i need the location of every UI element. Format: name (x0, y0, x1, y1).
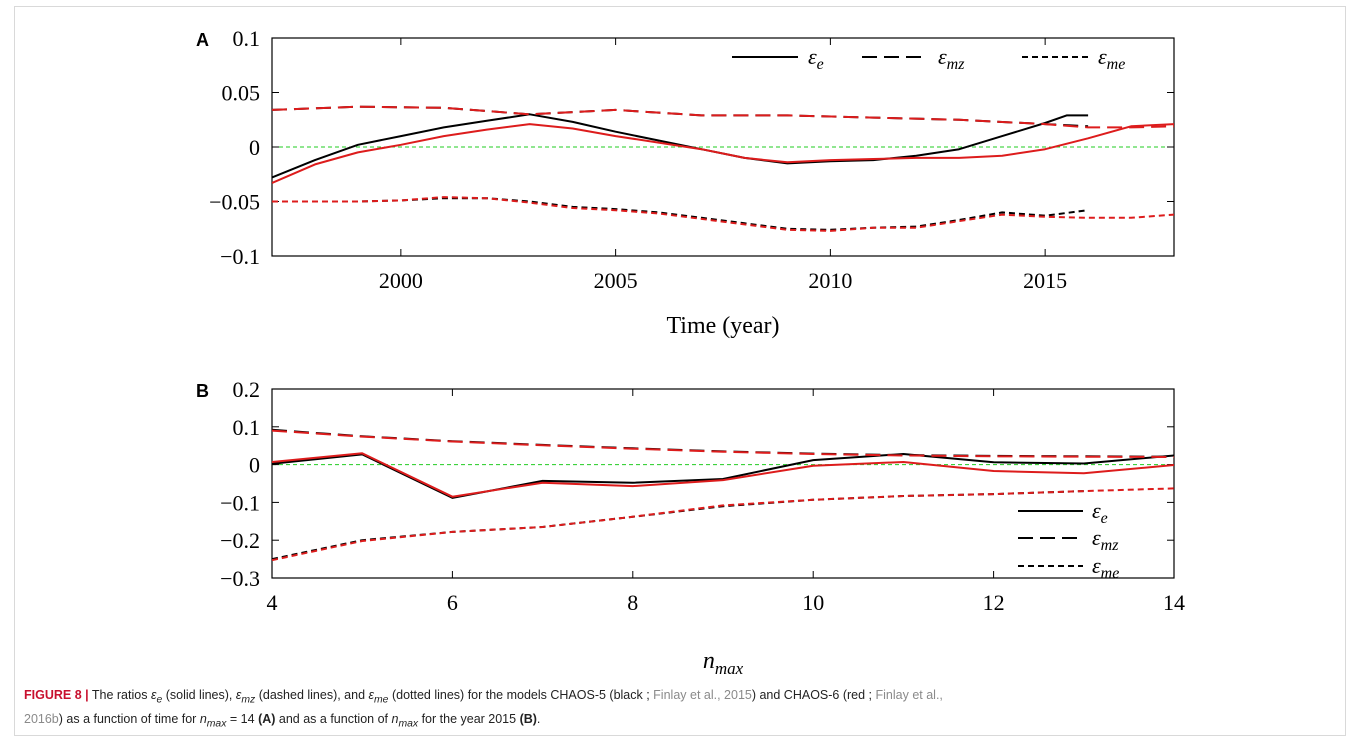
x-tick-label: 8 (627, 590, 638, 615)
plot-frame (271, 388, 1175, 579)
y-tick-label: 0.1 (233, 415, 261, 440)
y-tick-label: −0.1 (220, 244, 260, 269)
caption-subscript: me (374, 694, 389, 706)
series-line-chaos-5-dashed (272, 105, 1089, 128)
panel-letter: B (196, 381, 209, 401)
series-line-chaos-6-dotted (272, 487, 1174, 562)
y-tick-label: 0.2 (233, 377, 261, 402)
y-tick-label: −0.1 (220, 490, 260, 515)
caption-panel-b: (B) (519, 711, 537, 726)
caption-text: for the year 2015 (418, 711, 520, 726)
caption-text: . (536, 711, 541, 726)
caption-text: The ratios (88, 688, 151, 702)
x-tick-label: 2000 (379, 268, 423, 293)
caption-symbol: ε (235, 688, 242, 702)
x-axis-label: Time (year) (666, 313, 779, 339)
caption-symbol: n (199, 711, 207, 726)
legend-label: εe (1092, 498, 1108, 527)
reference-text: Finlay et al., (875, 688, 943, 702)
x-tick-label: 4 (267, 590, 278, 615)
figure-chart: 2000 2005 2010 2015 0.1 0.05 0 −0.05 −0.1 A Time (… (196, 26, 1185, 678)
reference-link-finlay-2016b[interactable]: Finlay et al., 2016b (24, 688, 943, 726)
x-tick-label: 2005 (594, 268, 638, 293)
panel-a: 2000 2005 2010 2015 0.1 0.05 0 −0.05 −0.1 A Time (… (196, 26, 1175, 339)
caption-text: and as a function of (275, 711, 392, 726)
legend-label: εme (1098, 44, 1125, 73)
legend-label: εme (1092, 553, 1119, 582)
legend-label: εmz (1092, 525, 1119, 554)
caption-symbol: n (391, 711, 399, 726)
caption-panel-a: (A) (258, 711, 276, 726)
y-tick-label: 0 (249, 453, 260, 478)
x-tick-label: 14 (1163, 590, 1185, 615)
caption-symbol: ε (368, 688, 375, 702)
caption-text: (dashed lines), and (255, 688, 369, 702)
caption-subscript: mz (241, 694, 256, 706)
figure-caption: FIGURE 8 | The ratios εe (solid lines), … (24, 686, 1334, 733)
reference-text: 2016b (24, 711, 59, 726)
series-line-chaos-6-dashed (272, 429, 1174, 458)
x-tick-label: 6 (447, 590, 458, 615)
series-line-chaos-6-dashed (272, 105, 1174, 129)
caption-subscript: max (206, 718, 227, 729)
series-line-chaos-5-dotted (272, 490, 1084, 561)
y-tick-label: −0.05 (209, 190, 260, 215)
caption-text: (solid lines), (162, 688, 236, 702)
series-line-chaos-6-solid (272, 123, 1174, 184)
x-tick-label: 12 (983, 590, 1005, 615)
x-tick-label: 10 (802, 590, 824, 615)
y-tick-label: 0.1 (233, 26, 261, 51)
series-line-chaos-5-dotted (272, 197, 1089, 231)
y-tick-label: 0.05 (222, 81, 261, 106)
legend-label: εmz (938, 44, 965, 73)
legend: εe εmz εme (732, 44, 1125, 73)
x-tick-label: 2015 (1023, 268, 1067, 293)
figure-label: FIGURE 8 | (24, 688, 89, 702)
series-line-chaos-5-solid (272, 453, 1174, 499)
series-line-chaos-6-solid (272, 452, 1174, 498)
y-tick-label: 0 (249, 135, 260, 160)
reference-link-finlay-2015[interactable]: Finlay et al., 2015 (653, 688, 752, 702)
caption-subscript: max (398, 718, 419, 729)
series-line-chaos-6-dotted (272, 196, 1174, 232)
caption-subscript: e (156, 694, 163, 706)
y-tick-label: −0.3 (220, 566, 260, 591)
caption-text: ) as a function of time for (58, 711, 200, 726)
x-tick-label: 2010 (808, 268, 852, 293)
y-tick-label: −0.2 (220, 528, 260, 553)
panel-letter: A (196, 30, 209, 50)
legend-label: εe (808, 44, 824, 73)
caption-symbol: ε (150, 688, 157, 702)
caption-text: (dotted lines) for the models CHAOS-5 (b… (388, 688, 654, 702)
caption-text: = 14 (226, 711, 259, 726)
caption-text: ) and CHAOS-6 (red ; (751, 688, 876, 702)
x-axis-label: nmax (703, 648, 744, 678)
